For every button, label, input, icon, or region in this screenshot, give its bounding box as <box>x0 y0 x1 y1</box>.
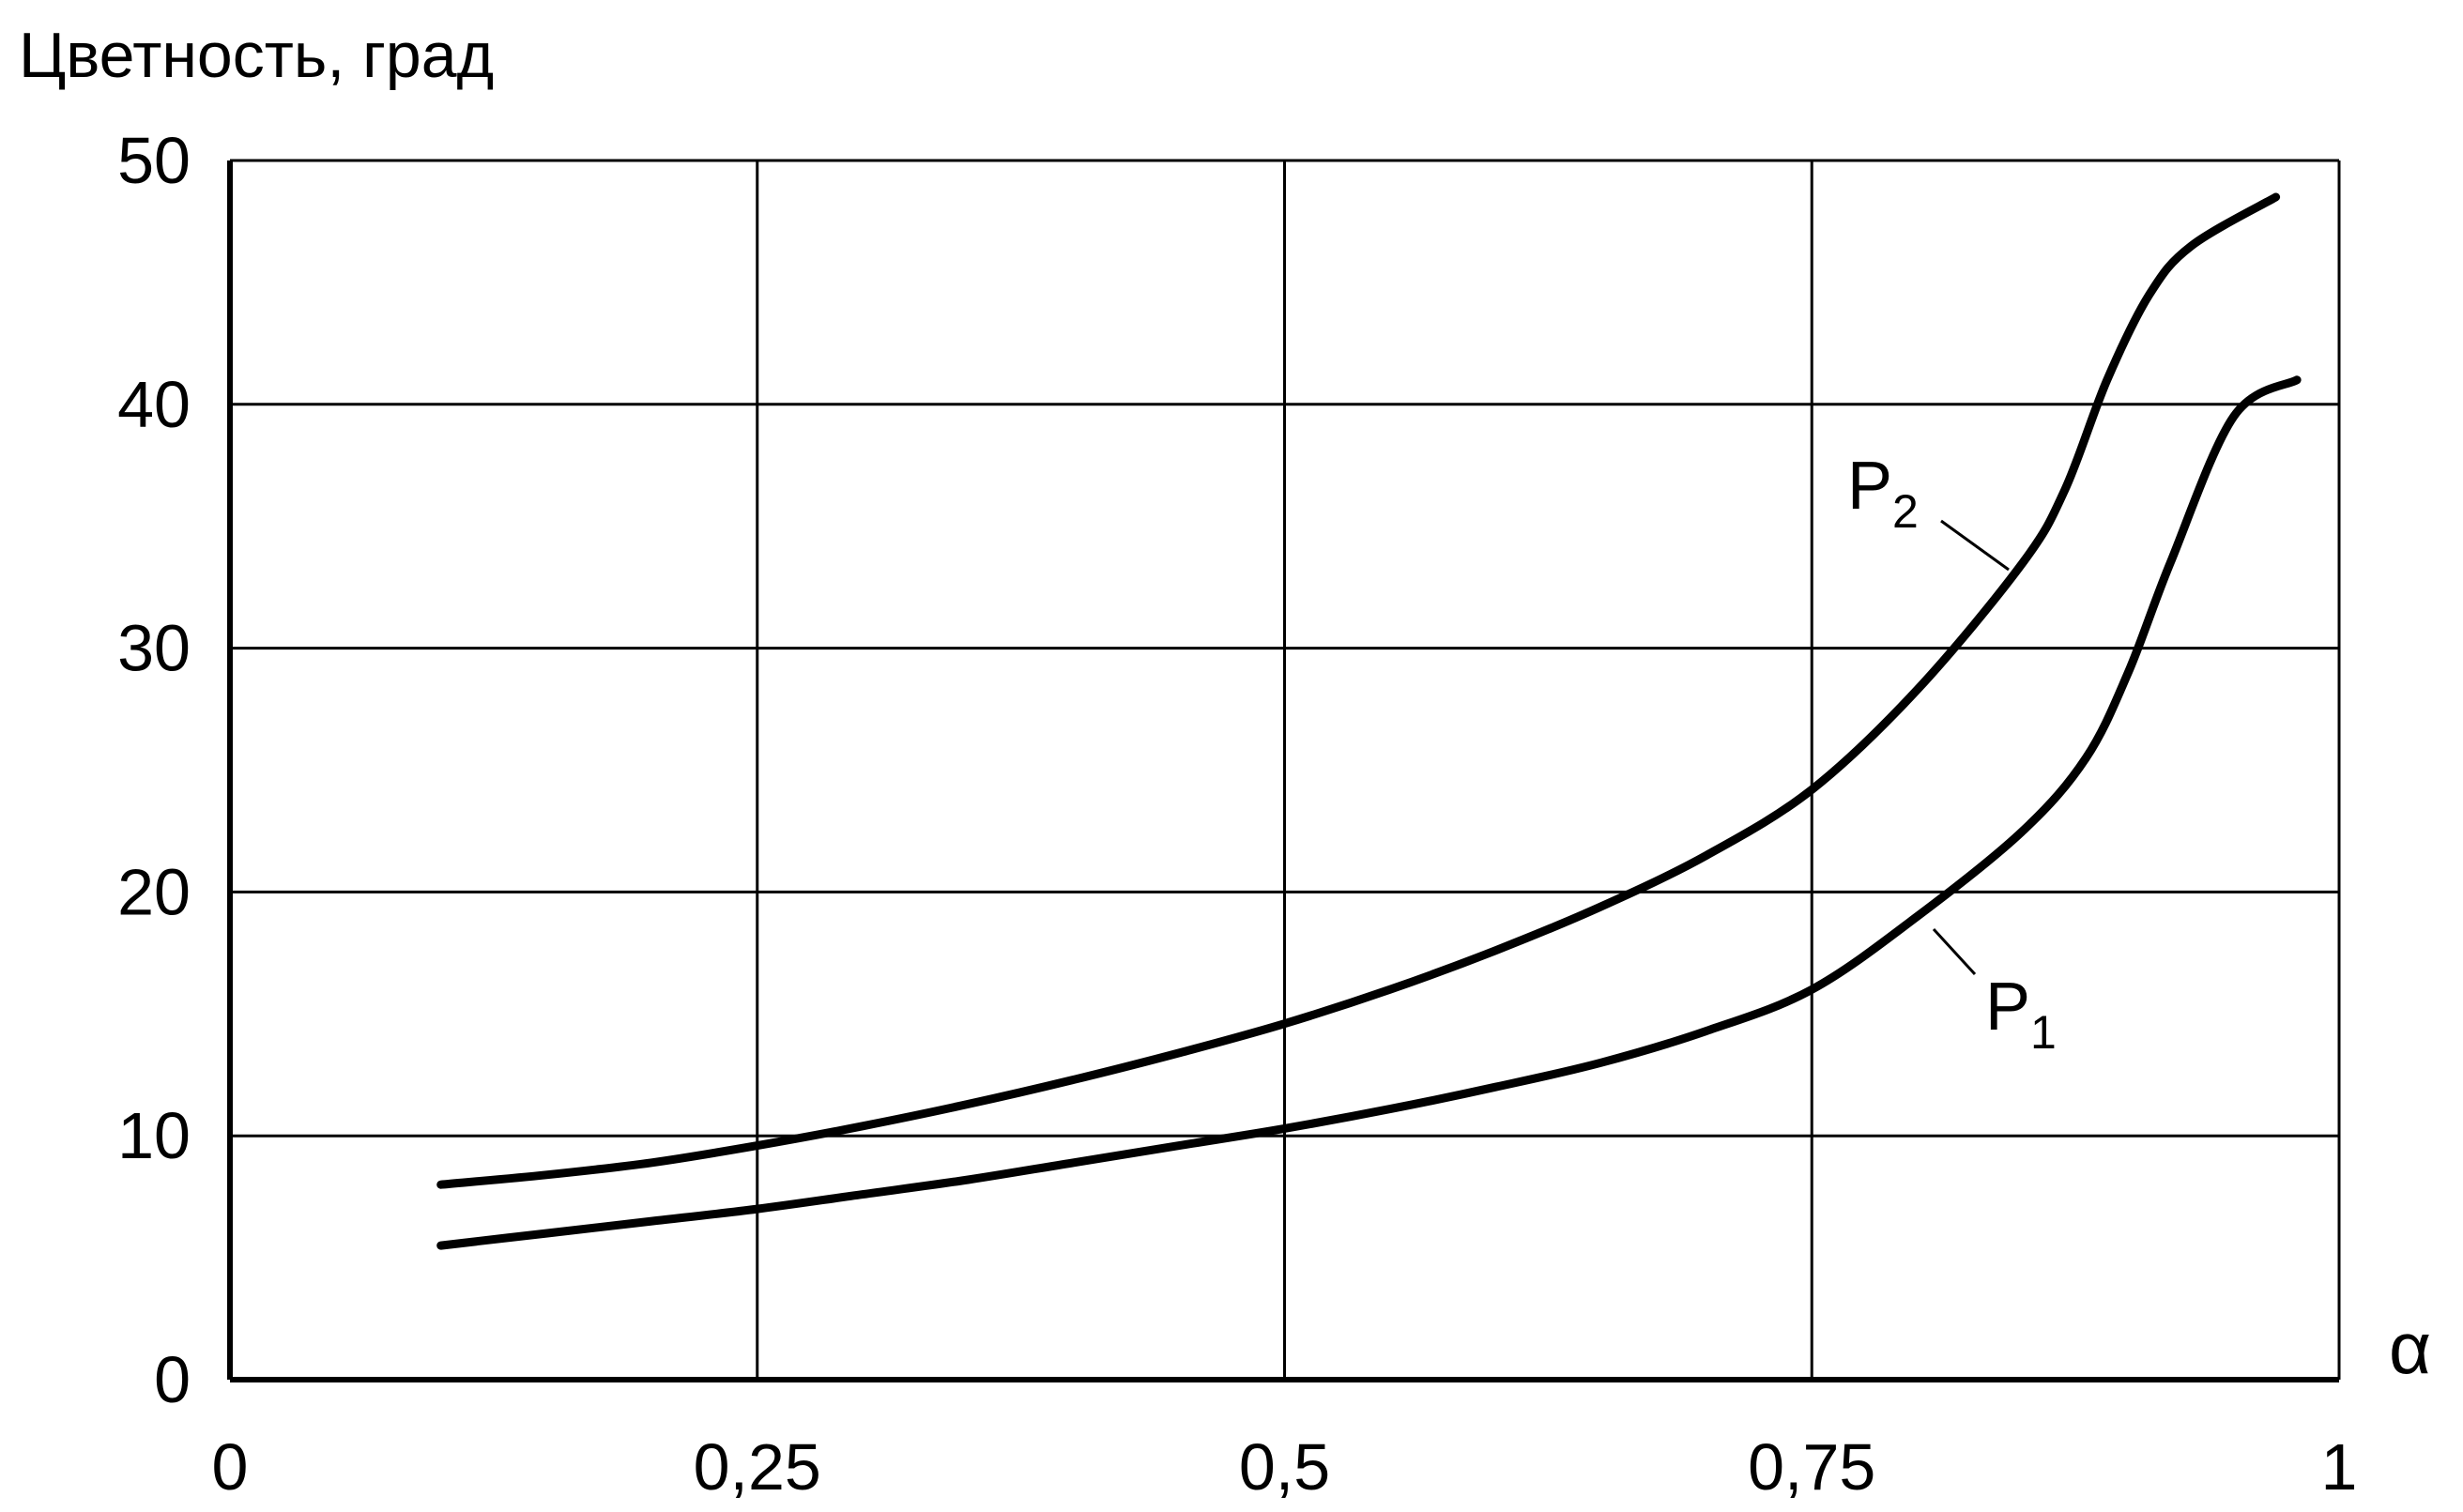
series <box>436 192 2302 1250</box>
x-tick-labels: 0 0,25 0,5 0,75 1 <box>212 1430 2358 1504</box>
series-label-p1: P <box>1985 970 2030 1045</box>
x-tick-label: 0,25 <box>694 1430 821 1504</box>
y-tick-labels: 0 10 20 30 40 50 <box>117 124 191 1416</box>
x-tick-label: 0,5 <box>1239 1430 1330 1504</box>
y-tick-label: 50 <box>117 124 191 197</box>
series-label-subscript: 2 <box>1892 485 1919 538</box>
y-tick-label: 20 <box>117 855 191 928</box>
x-tick-label: 0,75 <box>1748 1430 1875 1504</box>
x-tick-label: 0 <box>212 1430 249 1504</box>
x-tick-label: 1 <box>2321 1430 2358 1504</box>
series-label-leader <box>1940 519 2010 572</box>
series-label-p2: P <box>1847 449 1892 524</box>
y-tick-label: 40 <box>117 368 191 441</box>
series-label-subscript: 1 <box>2030 1006 2057 1059</box>
series-label-leader <box>1932 927 1977 976</box>
series-line-p1 <box>436 375 2302 1250</box>
axes <box>227 160 2339 1382</box>
x-axis-label: α <box>2389 1306 2431 1389</box>
y-tick-label: 30 <box>117 612 191 685</box>
series-labels: P 1P 2 <box>1847 449 2057 1059</box>
y-tick-label: 0 <box>154 1343 191 1416</box>
chart-title: Цветность, град <box>19 20 494 91</box>
y-tick-label: 10 <box>117 1099 191 1172</box>
series-line-p2 <box>436 192 2281 1189</box>
grid <box>230 159 2341 1380</box>
